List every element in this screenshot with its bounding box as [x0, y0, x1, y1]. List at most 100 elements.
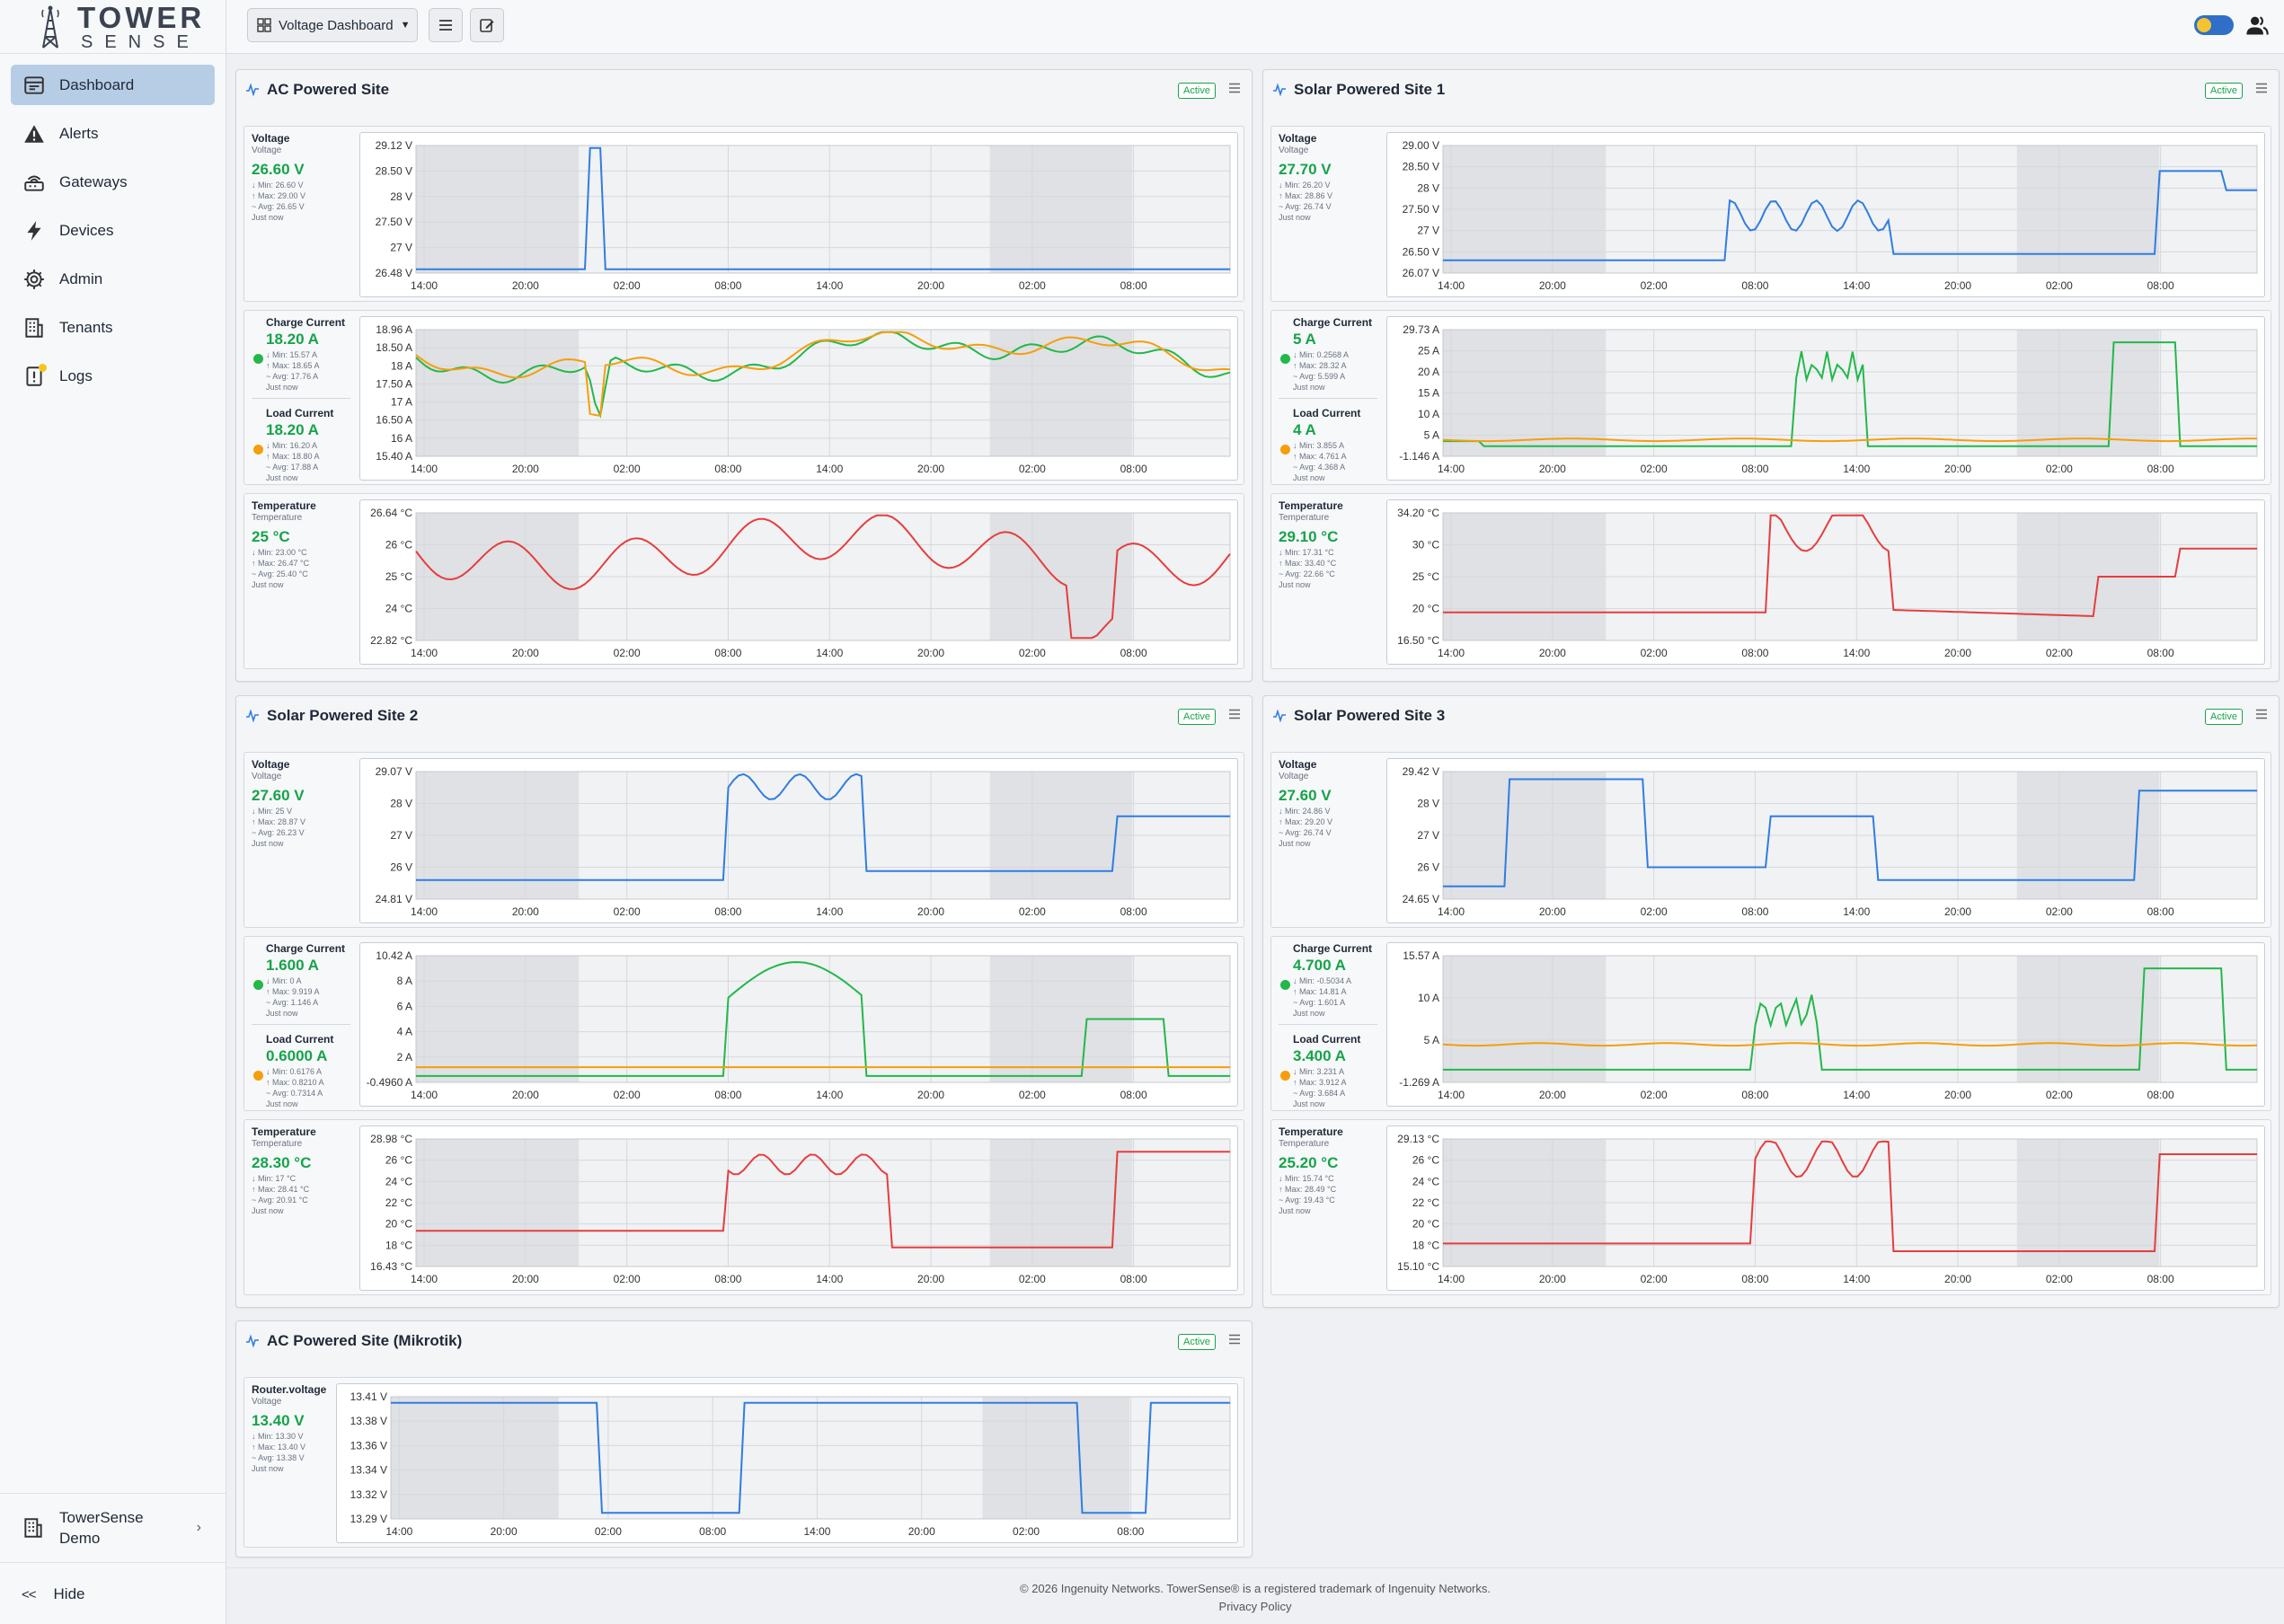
theme-toggle[interactable]	[2194, 15, 2234, 35]
metric-min: ↓ Min: 26.60 V	[252, 181, 304, 190]
metric-value: 18.20 A	[266, 421, 319, 438]
metric-updated: Just now	[252, 213, 284, 222]
y-tick-label: 18 °C	[385, 1239, 412, 1251]
metric-stats: Charge Current 5 A ↓ Min: 0.2568 A ↑ Max: 2…	[1280, 316, 1372, 393]
time-series-chart[interactable]: 14:00 20:00 02:00 08:00 14:00 20:00 02:00 08:00…	[359, 499, 1238, 665]
panel-menu-icon[interactable]	[2255, 709, 2268, 719]
x-tick-label: 20:00	[1944, 647, 1971, 659]
x-tick-label: 02:00	[1641, 463, 1668, 475]
status-badge: Active	[1178, 1334, 1216, 1350]
chart-svg: 14:00 20:00 02:00 08:00 14:00 20:00 02:00 08:00…	[1397, 507, 2258, 659]
y-tick-label: 27 V	[390, 242, 412, 254]
sidebar-item-dashboard[interactable]: Dashboard	[11, 65, 215, 105]
x-tick-label: 14:00	[1843, 647, 1870, 659]
chart-svg: 14:00 20:00 02:00 08:00 14:00 20:00 02:00 08:00…	[1403, 139, 2258, 292]
time-series-chart[interactable]: 14:00 20:00 02:00 08:00 14:00 20:00 02:00 08:00…	[359, 758, 1238, 923]
privacy-policy-link[interactable]: Privacy Policy	[1218, 1600, 1292, 1613]
y-tick-label: 26.07 V	[1403, 267, 1439, 279]
y-tick-label: 24 °C	[1412, 1175, 1439, 1187]
sidebar-item-admin[interactable]: Admin	[11, 259, 215, 299]
night-shade	[989, 146, 1133, 273]
x-tick-label: 20:00	[1944, 463, 1971, 475]
x-tick-label: 14:00	[411, 279, 438, 292]
panel-menu-icon[interactable]	[1228, 709, 1241, 719]
x-tick-label: 02:00	[1019, 1089, 1046, 1101]
hide-sidebar-button[interactable]: << Hide	[22, 1585, 85, 1603]
panel-menu-icon[interactable]	[1228, 83, 1241, 93]
sidebar-item-logs[interactable]: Logs	[11, 356, 215, 396]
sidebar-item-tenants[interactable]: Tenants	[11, 307, 215, 348]
charge-series-dot	[1280, 980, 1290, 990]
dashboard-select[interactable]: Voltage Dashboard ▼	[247, 8, 418, 42]
y-tick-label: 5 A	[1424, 429, 1439, 442]
metric-separator	[1279, 1024, 1377, 1025]
metric-min: ↓ Min: 24.86 V	[1279, 807, 1331, 816]
chart-svg: 14:00 20:00 02:00 08:00 14:00 20:00 02:00 08:00…	[367, 949, 1231, 1101]
x-tick-label: 08:00	[2147, 463, 2174, 475]
plot-border	[415, 329, 1231, 457]
y-tick-label: 28 V	[390, 190, 412, 203]
metric-name: Temperature	[1279, 1125, 1343, 1138]
logo-line1: TOWER	[77, 0, 206, 34]
night-shade	[416, 146, 580, 273]
metric-min: ↓ Min: 17.31 °C	[1279, 548, 1334, 557]
y-tick-label: 27 V	[390, 829, 412, 842]
time-series-chart[interactable]: 14:00 20:00 02:00 08:00 14:00 20:00 02:00 08:00…	[1386, 942, 2265, 1107]
metric-name: Voltage	[252, 758, 290, 771]
edit-dashboard-button[interactable]	[470, 8, 504, 42]
time-series-chart[interactable]: 14:00 20:00 02:00 08:00 14:00 20:00 02:00 08:00…	[359, 132, 1238, 297]
metric-max: ↑ Max: 18.65 A	[266, 361, 320, 370]
time-series-chart[interactable]: 14:00 20:00 02:00 08:00 14:00 20:00 02:00 08:00…	[359, 942, 1238, 1107]
y-tick-label: -1.146 A	[1399, 450, 1439, 463]
y-tick-label: 26 V	[390, 861, 412, 874]
time-series-chart[interactable]: 14:00 20:00 02:00 08:00 14:00 20:00 02:00 08:00…	[1386, 499, 2265, 665]
time-series-chart[interactable]: 14:00 20:00 02:00 08:00 14:00 20:00 02:00 08:00…	[1386, 1125, 2265, 1291]
panel-menu-icon[interactable]	[1228, 1334, 1241, 1345]
metric-separator	[252, 1024, 350, 1025]
metric-stats: Temperature Temperature 25.20 °C ↓ Min: 15.…	[1279, 1125, 1343, 1216]
x-tick-label: 14:00	[1438, 1089, 1465, 1101]
metric-row: Temperature Temperature 29.10 °C ↓ Min: 17.…	[1270, 493, 2271, 669]
site-panel: AC Powered Site (Mikrotik) Active Router.v…	[235, 1320, 1253, 1558]
router-icon	[22, 170, 47, 195]
x-tick-label: 02:00	[2046, 905, 2073, 918]
y-tick-label: 29.12 V	[376, 139, 412, 152]
y-tick-label: 27 V	[1417, 225, 1439, 237]
panel-menu-icon[interactable]	[2255, 83, 2268, 93]
series-line	[416, 1151, 1230, 1249]
metric-avg: ~ Avg: 3.684 A	[1293, 1089, 1346, 1098]
activity-icon	[1273, 709, 1286, 723]
y-tick-label: 28.50 V	[376, 164, 412, 177]
time-series-chart[interactable]: 14:00 20:00 02:00 08:00 14:00 20:00 02:00 08:00…	[1386, 758, 2265, 923]
sidebar-item-alerts[interactable]: Alerts	[11, 113, 215, 154]
panel-header: Solar Powered Site 1 Active	[1263, 70, 2279, 110]
list-menu-button[interactable]	[429, 8, 463, 42]
y-tick-label: 29.73 A	[1403, 323, 1439, 336]
tenant-switcher[interactable]: TowerSense Demo ›	[0, 1493, 226, 1563]
y-tick-label: 18 A	[391, 359, 412, 372]
sidebar-item-devices[interactable]: Devices	[11, 210, 215, 251]
y-tick-label: 29.07 V	[376, 765, 412, 778]
status-badge: Active	[1178, 709, 1216, 725]
x-tick-label: 14:00	[816, 647, 843, 659]
sidebar-item-gateways[interactable]: Gateways	[11, 162, 215, 202]
time-series-chart[interactable]: 14:00 20:00 02:00 08:00 14:00 20:00 02:00 08:00…	[1386, 132, 2265, 297]
time-series-chart[interactable]: 14:00 20:00 02:00 08:00 14:00 20:00 02:00 08:00…	[1386, 316, 2265, 481]
y-tick-label: 10.42 A	[376, 949, 412, 962]
site-panel: Solar Powered Site 2 Active Voltage Voltage…	[235, 695, 1253, 1308]
time-series-chart[interactable]: 14:00 20:00 02:00 08:00 14:00 20:00 02:00 08:00…	[336, 1383, 1238, 1543]
logo-line2: SENSE	[81, 31, 200, 52]
users-icon[interactable]	[2244, 13, 2270, 38]
sidebar-item-label: Gateways	[59, 172, 128, 190]
metric-name: Charge Current	[1293, 942, 1373, 955]
logo[interactable]: TOWER SENSE	[0, 0, 226, 54]
metric-value: 4.700 A	[1293, 957, 1346, 974]
x-tick-label: 14:00	[816, 905, 843, 918]
status-badge: Active	[2205, 83, 2243, 99]
y-tick-label: 26 V	[1417, 861, 1439, 874]
y-tick-label: 24 °C	[385, 603, 412, 615]
x-tick-label: 02:00	[1019, 647, 1046, 659]
metric-row: Charge Current 5 A ↓ Min: 0.2568 A ↑ Max: 2…	[1270, 310, 2271, 485]
time-series-chart[interactable]: 14:00 20:00 02:00 08:00 14:00 20:00 02:00 08:00…	[359, 316, 1238, 481]
time-series-chart[interactable]: 14:00 20:00 02:00 08:00 14:00 20:00 02:00 08:00…	[359, 1125, 1238, 1291]
